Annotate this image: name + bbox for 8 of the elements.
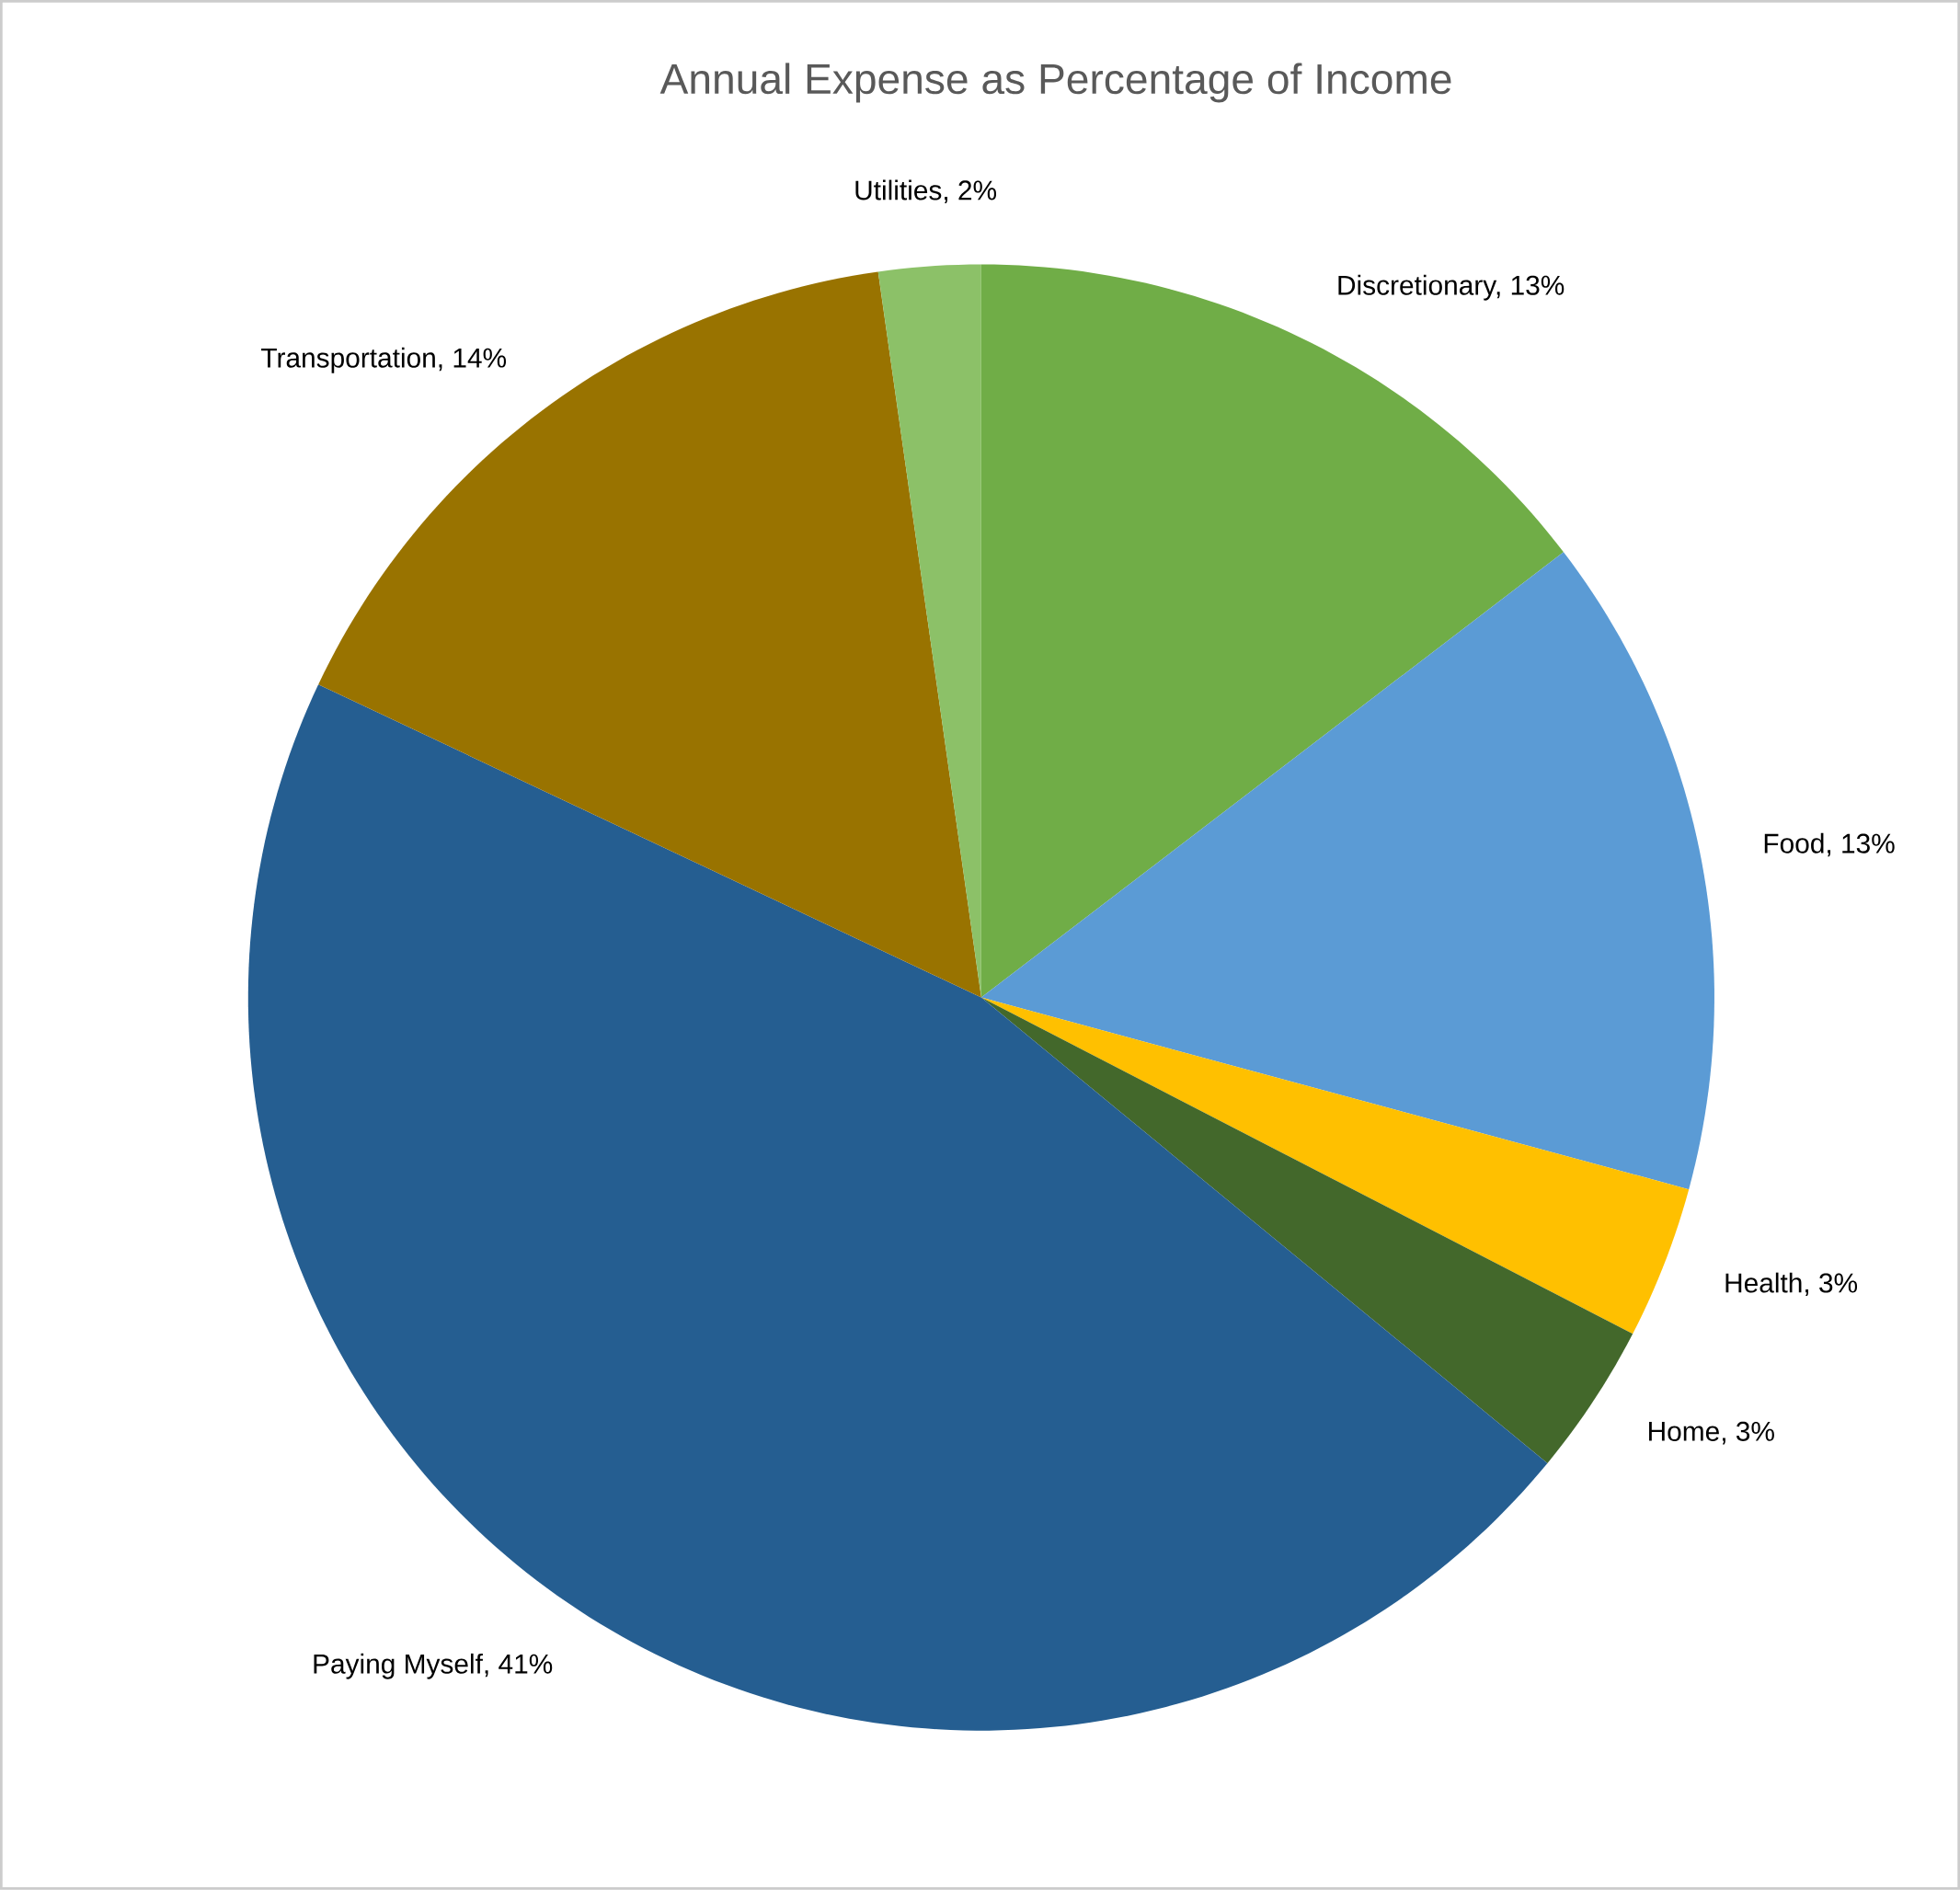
data-label: Transportation, 14%: [261, 347, 507, 373]
data-label: Health, 3%: [1725, 1272, 1858, 1297]
chart-title: Annual Expense as Percentage of Income: [659, 63, 1451, 103]
data-label: Discretionary, 13%: [1338, 274, 1565, 301]
data-label: Food, 13%: [1764, 832, 1895, 857]
data-label: Utilities, 2%: [855, 179, 997, 204]
data-label: Paying Myself, 41%: [314, 1653, 553, 1679]
data-label: Home, 3%: [1649, 1421, 1774, 1445]
